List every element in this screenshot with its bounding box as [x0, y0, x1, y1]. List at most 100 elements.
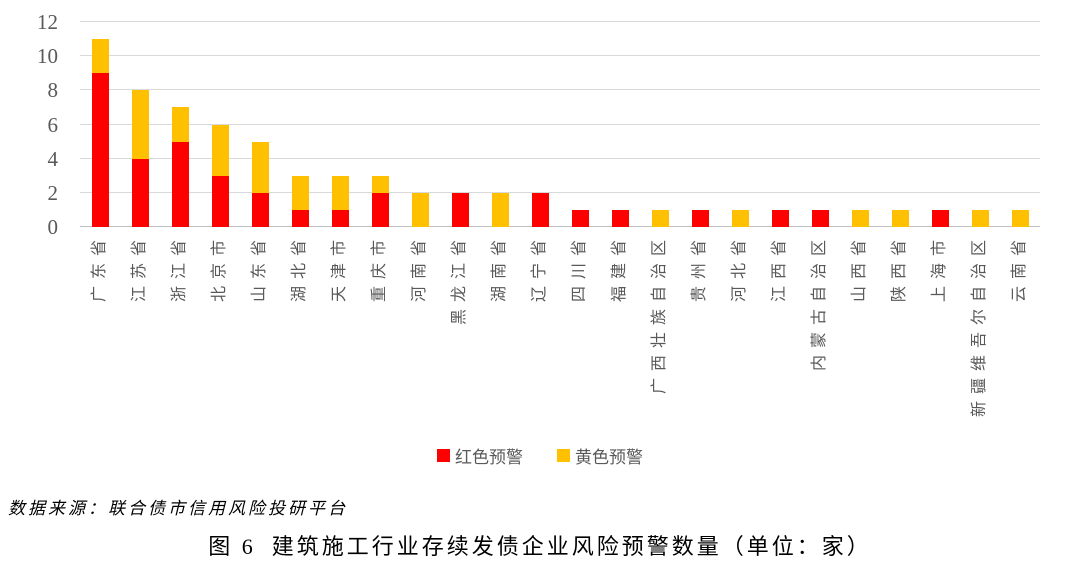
gridline [80, 89, 1040, 91]
bar-segment-red [211, 175, 229, 227]
x-axis-labels: 广东省 江苏省 浙江省 北京市 山东省 湖北省 天津市 重庆市 河南省 黑龙江省 湖南省 辽宁省 四川省… [80, 228, 1040, 433]
bar-slot [880, 22, 920, 227]
bar-segment-yellow [251, 141, 269, 193]
bar-slot [680, 22, 720, 227]
bar-slot [1000, 22, 1040, 227]
stacked-bar [971, 22, 989, 227]
bar-segment-red [291, 209, 309, 227]
bar-segment-red [331, 209, 349, 227]
y-tick-label: 12 [37, 10, 58, 34]
x-tick-label: 重庆市 [371, 233, 388, 303]
caption-title: 建筑施工行业存续发债企业风险预警数量（单位：家） [271, 534, 872, 559]
x-tick-label: 山东省 [251, 233, 268, 303]
x-tick-label: 山西省 [851, 233, 868, 303]
stacked-bar [211, 22, 229, 227]
bar-segment-yellow [491, 192, 509, 227]
bar-slot [240, 22, 280, 227]
bar-segment-red [931, 209, 949, 227]
bar-segment-yellow [891, 209, 909, 227]
bar-slot [640, 22, 680, 227]
x-tick-label: 河南省 [411, 233, 428, 303]
y-tick-label: 6 [47, 112, 59, 137]
source-note: 数据来源：联合债市信用风险投研平台 [8, 499, 348, 518]
bar-slot [440, 22, 480, 227]
stacked-bar [171, 22, 189, 227]
gridline [80, 55, 1040, 57]
bar-segment-yellow [131, 90, 149, 159]
stacked-bar [731, 22, 749, 227]
bar-slot [720, 22, 760, 227]
stacked-bar [531, 22, 549, 227]
stacked-bar [491, 22, 509, 227]
bar-slot [480, 22, 520, 227]
bar-segment-red [691, 209, 709, 227]
plot-area [80, 21, 1040, 227]
bar-segment-yellow [291, 175, 309, 210]
bar-segment-red [131, 158, 149, 227]
bar-slot [800, 22, 840, 227]
legend-item: 黄色预警 [557, 443, 643, 468]
bar-segment-red [571, 209, 589, 227]
bar-slot [320, 22, 360, 227]
bar-slot [840, 22, 880, 227]
x-axis-line [80, 226, 1040, 227]
y-tick-label: 4 [47, 146, 59, 171]
gridline [80, 157, 1040, 159]
x-tick-label: 江西省 [771, 233, 788, 303]
bar-slot [920, 22, 960, 227]
stacked-bar [611, 22, 629, 227]
bar-slot [280, 22, 320, 227]
stacked-bar [891, 22, 909, 227]
stacked-bar [331, 22, 349, 227]
gridline [80, 123, 1040, 125]
x-tick-label: 天津市 [331, 233, 348, 303]
y-tick-label: 0 [47, 215, 59, 239]
bar-segment-red [91, 73, 109, 227]
bar-segment-yellow [211, 124, 229, 176]
x-tick-label: 湖北省 [291, 233, 308, 303]
bar-slot [80, 22, 120, 227]
bar-segment-yellow [331, 175, 349, 210]
bar-segment-yellow [91, 39, 109, 74]
figure-caption: 图 6 建筑施工行业存续发债企业风险预警数量（单位：家） [0, 529, 1080, 561]
legend-swatch-red-warning [437, 449, 450, 462]
x-tick-label: 黑龙江省 [451, 233, 468, 326]
stacked-bar [411, 22, 429, 227]
y-tick-label: 2 [47, 180, 59, 205]
bar-slot [360, 22, 400, 227]
stacked-bar [811, 22, 829, 227]
stacked-bar [1011, 22, 1029, 227]
x-tick-label: 贵州省 [691, 233, 708, 303]
legend-label: 红色预警 [455, 448, 523, 467]
legend-item: 红色预警 [437, 443, 523, 468]
bar-segment-yellow [171, 107, 189, 142]
stacked-bar [451, 22, 469, 227]
bar-segment-red [171, 141, 189, 227]
bar-segment-red [451, 192, 469, 227]
gridline [80, 191, 1040, 193]
y-tick-label: 10 [37, 44, 58, 69]
stacked-bar [931, 22, 949, 227]
x-tick-label: 四川省 [571, 233, 588, 303]
bar-segment-yellow [1011, 209, 1029, 227]
stacked-bar [91, 22, 109, 227]
stacked-bar [771, 22, 789, 227]
bar-slot [200, 22, 240, 227]
stacked-bar [251, 22, 269, 227]
stacked-bar [651, 22, 669, 227]
stacked-bar [691, 22, 709, 227]
x-tick-label: 广东省 [91, 233, 108, 303]
x-tick-label: 江苏省 [131, 233, 148, 303]
legend-swatch-yellow-warning [557, 449, 570, 462]
x-tick-label: 新疆维吾尔自治区 [971, 233, 988, 418]
bar-segment-red [531, 192, 549, 227]
legend: 红色预警 黄色预警 [0, 443, 1080, 468]
bar-slot [560, 22, 600, 227]
bar-segment-red [251, 192, 269, 227]
x-tick-label: 浙江省 [171, 233, 188, 303]
bar-segment-red [811, 209, 829, 227]
bar-segment-yellow [851, 209, 869, 227]
x-tick-label: 云南省 [1011, 233, 1028, 303]
stacked-bar [371, 22, 389, 227]
